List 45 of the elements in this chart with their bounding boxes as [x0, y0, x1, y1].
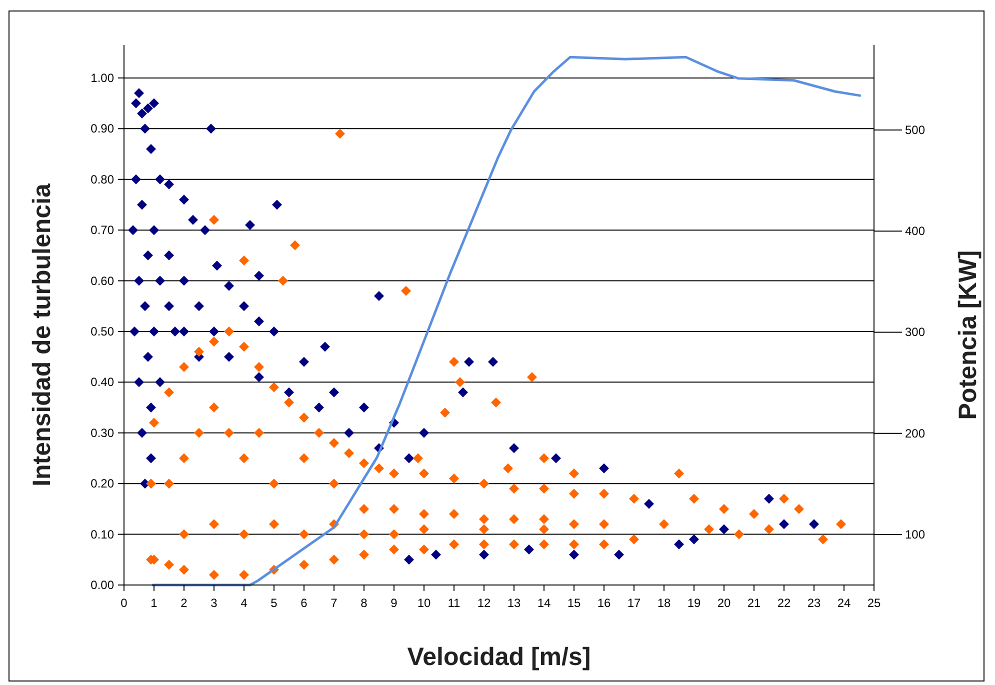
x-tick-label: 12 [477, 596, 491, 610]
x-tick-label: 19 [687, 596, 701, 610]
x-tick-label: 6 [300, 596, 308, 610]
x-tick-label: 18 [657, 596, 671, 610]
x-tick-label: 5 [270, 596, 278, 610]
x-tick-label: 0 [120, 596, 128, 610]
x-tick-label: 2 [180, 596, 188, 610]
x-tick-label: 10 [417, 596, 431, 610]
x-tick-label: 16 [597, 596, 611, 610]
y2-tick-label: 200 [905, 426, 926, 440]
x-tick-label: 7 [330, 596, 338, 610]
y-tick-label: 0.30 [90, 426, 114, 440]
x-tick-label: 24 [837, 596, 851, 610]
y2-tick-label: 400 [905, 224, 926, 238]
y-tick-label: 0.90 [90, 122, 114, 136]
x-tick-label: 17 [627, 596, 641, 610]
y-axis-title: Intensidad de turbulencia [28, 182, 56, 486]
x-tick-label: 20 [717, 596, 731, 610]
y2-tick-label: 500 [905, 122, 926, 137]
x-tick-label: 22 [777, 596, 791, 610]
x-tick-label: 4 [240, 596, 248, 610]
x-tick-label: 8 [360, 596, 368, 610]
x-tick-label: 14 [537, 596, 551, 610]
y-tick-label: 0.20 [90, 476, 114, 491]
x-tick-label: 15 [567, 596, 581, 610]
x-axis-title: Velocidad [m/s] [407, 643, 591, 671]
x-tick-label: 13 [507, 596, 521, 610]
x-tick-label: 23 [807, 596, 821, 610]
y-tick-label: 0.00 [90, 578, 114, 592]
y-tick-label: 0.70 [90, 223, 114, 238]
y-tick-label: 0.80 [90, 172, 114, 186]
y2-tick-label: 100 [905, 527, 926, 542]
y-tick-label: 0.50 [90, 324, 114, 338]
y-tick-label: 0.10 [90, 527, 114, 542]
x-tick-label: 9 [390, 596, 398, 610]
x-tick-label: 21 [747, 596, 761, 610]
x-tick-label: 25 [867, 596, 881, 610]
x-tick-label: 3 [210, 596, 218, 610]
y2-tick-label: 300 [905, 325, 926, 340]
y-tick-label: 1.00 [90, 70, 114, 85]
x-tick-label: 11 [448, 596, 461, 610]
y-tick-label: 0.60 [90, 274, 114, 288]
y-tick-label: 0.40 [90, 375, 114, 390]
x-tick-label: 1 [150, 596, 158, 610]
y2-axis-title: Potencia [KW] [954, 250, 982, 420]
